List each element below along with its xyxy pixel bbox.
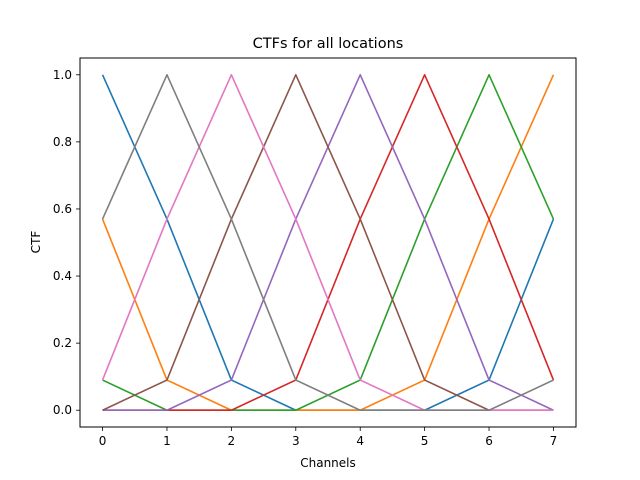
x-axis-label: Channels [300,456,356,470]
x-tick-label: 6 [485,434,493,448]
x-tick-label: 4 [356,434,364,448]
x-axis: 0 1 2 3 4 5 6 7 [99,427,558,448]
series-line-7 [101,73,554,412]
series-line-2 [102,73,555,412]
series-line-1 [101,74,555,412]
series-line-4 [102,73,554,412]
y-tick-label: 1.0 [53,68,72,82]
y-axis: 0.0 0.2 0.4 0.6 0.8 1.0 [53,68,80,417]
y-axis-label: CTF [29,231,43,254]
series-line-0 [101,74,555,412]
series-line-5 [102,73,554,412]
plot-area [101,73,555,412]
x-tick-label: 1 [163,434,171,448]
x-tick-label: 3 [292,434,300,448]
y-tick-label: 0.0 [53,403,72,417]
y-tick-label: 0.8 [53,135,72,149]
chart-title: CTFs for all locations [253,36,404,52]
x-tick-label: 5 [421,434,429,448]
y-tick-label: 0.4 [53,269,72,283]
plot-frame [79,57,577,428]
y-tick-label: 0.2 [53,336,72,350]
x-tick-label: 2 [228,434,236,448]
x-tick-label: 7 [550,434,558,448]
series-line-6 [101,73,554,412]
y-tick-label: 0.6 [53,202,72,216]
x-tick-label: 0 [99,434,107,448]
series-line-3 [102,73,555,412]
